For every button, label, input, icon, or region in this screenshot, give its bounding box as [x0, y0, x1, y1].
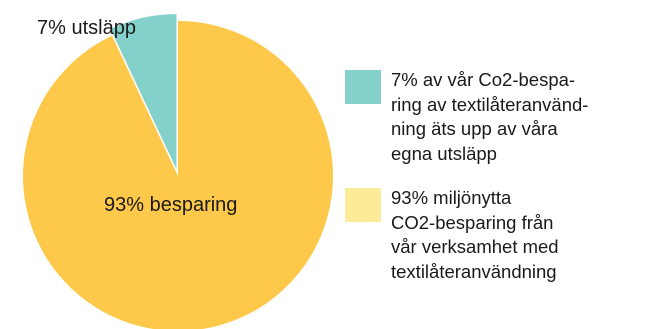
- legend-item-utslapp: 7% av vår Co2-bespa- ring av textilåtera…: [345, 68, 645, 166]
- pie-slice-besparing: [23, 21, 333, 329]
- slice-label-besparing: 93% besparing: [104, 194, 237, 216]
- legend-swatch-besparing: [345, 188, 381, 222]
- legend-item-besparing: 93% miljönytta CO2-besparing från vår ve…: [345, 186, 645, 284]
- pie-slices: [23, 14, 333, 329]
- legend-text-utslapp: 7% av vår Co2-bespa- ring av textilåtera…: [391, 69, 589, 164]
- legend: 7% av vår Co2-bespa- ring av textilåtera…: [345, 68, 645, 304]
- slice-label-utslapp: 7% utsläpp: [37, 17, 136, 39]
- pie-slice-utslapp: [110, 14, 177, 170]
- legend-text-besparing: 93% miljönytta CO2-besparing från vår ve…: [391, 187, 559, 282]
- legend-swatch-utslapp: [345, 70, 381, 104]
